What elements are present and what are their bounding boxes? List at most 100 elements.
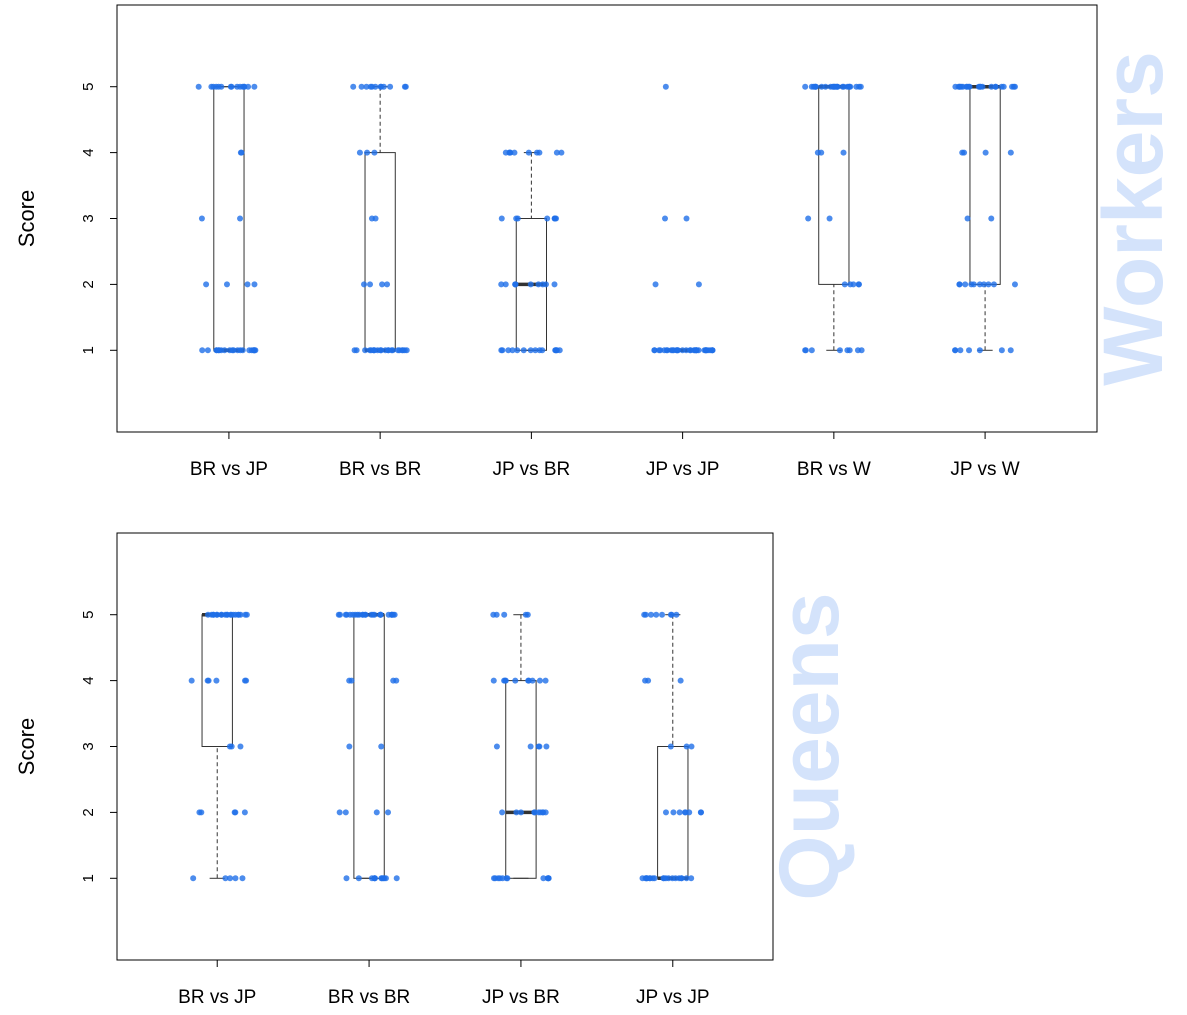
data-point <box>677 677 684 684</box>
watermark: Workers <box>1086 51 1180 386</box>
data-point <box>642 611 649 618</box>
data-point <box>812 83 819 90</box>
data-point <box>709 347 716 354</box>
data-point <box>678 875 685 882</box>
y-axis-label: Score <box>14 718 39 775</box>
data-point <box>977 83 984 90</box>
box <box>969 86 1001 285</box>
data-point <box>349 611 356 618</box>
data-point <box>527 347 534 354</box>
data-point <box>536 677 543 684</box>
data-point <box>539 281 546 288</box>
data-point <box>693 347 700 354</box>
data-point <box>243 611 250 618</box>
data-point <box>198 215 205 222</box>
data-point <box>343 875 350 882</box>
data-point <box>239 347 246 354</box>
data-point <box>371 611 378 618</box>
data-point <box>379 281 386 288</box>
data-point <box>527 281 534 288</box>
data-point <box>223 281 230 288</box>
data-point <box>350 83 357 90</box>
data-point <box>551 281 558 288</box>
data-point <box>387 83 394 90</box>
data-point <box>553 149 560 156</box>
data-point <box>667 743 674 750</box>
data-point <box>499 809 506 816</box>
box <box>505 680 537 879</box>
data-point <box>964 215 971 222</box>
data-point <box>229 347 236 354</box>
data-point <box>955 83 962 90</box>
data-point <box>502 281 509 288</box>
data-point <box>371 875 378 882</box>
data-point <box>221 347 228 354</box>
data-point <box>1011 281 1018 288</box>
data-point <box>703 347 710 354</box>
data-point <box>362 347 369 354</box>
data-point <box>522 611 529 618</box>
data-point <box>513 215 520 222</box>
data-point <box>673 611 680 618</box>
y-tick-label: 4 <box>80 148 97 156</box>
x-tick-label: BR vs BR <box>328 987 410 1008</box>
data-point <box>985 281 992 288</box>
x-tick-label: JP vs BR <box>492 459 570 480</box>
data-point <box>682 809 689 816</box>
x-tick-label: JP vs BR <box>482 987 560 1008</box>
data-point <box>490 611 497 618</box>
data-point <box>232 809 239 816</box>
data-point <box>998 347 1005 354</box>
data-point <box>688 875 695 882</box>
data-point <box>346 743 353 750</box>
data-point <box>844 347 851 354</box>
data-point <box>674 347 681 354</box>
x-tick-label: BR vs BR <box>339 459 421 480</box>
data-point <box>493 743 500 750</box>
data-point <box>662 215 669 222</box>
data-point <box>536 743 543 750</box>
data-point <box>501 611 508 618</box>
data-point <box>539 809 546 816</box>
data-point <box>652 281 659 288</box>
data-point <box>952 347 959 354</box>
data-point <box>850 281 857 288</box>
plot-frame <box>116 4 1098 433</box>
data-point <box>959 149 966 156</box>
data-point <box>676 809 683 816</box>
data-point <box>342 809 349 816</box>
data-point <box>826 215 833 222</box>
data-point <box>683 215 690 222</box>
data-point <box>647 875 654 882</box>
y-tick-label: 3 <box>80 214 97 222</box>
data-point <box>657 347 664 354</box>
data-point <box>556 347 563 354</box>
box <box>818 86 850 285</box>
data-point <box>371 149 378 156</box>
data-point <box>377 611 384 618</box>
data-point <box>688 743 695 750</box>
data-point <box>402 83 409 90</box>
data-point <box>199 347 206 354</box>
data-point <box>1007 149 1014 156</box>
data-point <box>239 875 246 882</box>
data-point <box>651 347 658 354</box>
data-point <box>802 83 809 90</box>
data-point <box>348 677 355 684</box>
data-point <box>855 281 862 288</box>
data-point <box>492 875 499 882</box>
data-point <box>558 149 565 156</box>
data-point <box>367 83 374 90</box>
data-point <box>227 875 234 882</box>
data-point <box>391 611 398 618</box>
data-point <box>372 215 379 222</box>
data-point <box>695 281 702 288</box>
data-point <box>836 347 843 354</box>
data-point <box>363 83 370 90</box>
data-point <box>520 347 527 354</box>
data-point <box>1007 347 1014 354</box>
data-point <box>389 347 396 354</box>
watermark: Queens <box>762 592 856 900</box>
data-point <box>540 875 547 882</box>
